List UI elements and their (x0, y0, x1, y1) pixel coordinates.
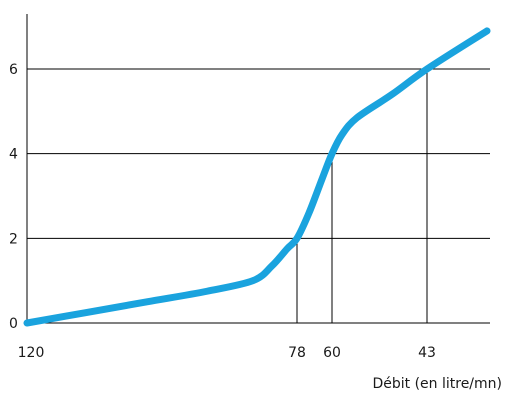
y-tick-label-4: 4 (9, 147, 18, 163)
series-layer (23, 27, 491, 327)
x-axis-title: Débit (en litre/mn) (372, 376, 502, 392)
y-tick-label-0: 0 (9, 316, 18, 332)
y-tick-label-2: 2 (9, 231, 18, 247)
x-tick-label-1: 78 (288, 345, 306, 361)
x-tick-label-2: 60 (323, 345, 341, 361)
series-line-0 (23, 27, 491, 327)
grid-layer (27, 68, 490, 239)
x-tick-label-3: 43 (418, 345, 436, 361)
y-tick-label-6: 6 (9, 62, 18, 78)
dropline-layer (296, 69, 428, 323)
label-layer: 0 2 4 6 120 78 60 43 (9, 62, 436, 361)
x-tick-label-0: 120 (18, 345, 45, 361)
axis-layer (26, 14, 490, 324)
